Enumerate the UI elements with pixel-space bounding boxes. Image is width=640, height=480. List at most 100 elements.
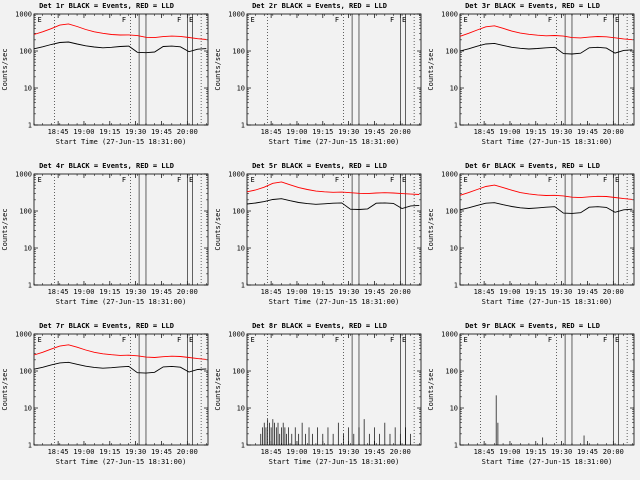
- svg-text:E: E: [37, 336, 41, 344]
- svg-text:18:45: 18:45: [474, 448, 495, 456]
- svg-text:1000: 1000: [228, 331, 245, 339]
- svg-text:1000: 1000: [228, 11, 245, 19]
- svg-text:20:00: 20:00: [390, 288, 411, 296]
- svg-text:1000: 1000: [441, 171, 458, 179]
- panel-det-9r: Det 9r BLACK = Events, RED = LLD 1 10 100 1…: [426, 320, 639, 480]
- panel-title-det-3r: Det 3r BLACK = Events, RED = LLD: [465, 2, 600, 10]
- svg-text:Counts/sec: Counts/sec: [427, 48, 435, 90]
- svg-text:1000: 1000: [15, 171, 32, 179]
- svg-text:F: F: [335, 16, 339, 24]
- svg-text:Start Time (27-Jun-15 18:31:00: Start Time (27-Jun-15 18:31:00): [56, 298, 187, 306]
- plot-det-8r: 1 10 100 1000 18:45 19:00 19:15 19:30 19:45 20:00…: [214, 331, 422, 466]
- svg-text:19:45: 19:45: [151, 288, 172, 296]
- svg-text:19:00: 19:00: [73, 128, 94, 136]
- svg-text:Start Time (27-Jun-15 18:31:00: Start Time (27-Jun-15 18:31:00): [269, 298, 400, 306]
- svg-text:Start Time (27-Jun-15 18:31:00: Start Time (27-Jun-15 18:31:00): [482, 138, 613, 146]
- svg-text:F: F: [122, 176, 126, 184]
- svg-text:19:15: 19:15: [312, 288, 333, 296]
- svg-text:19:15: 19:15: [525, 448, 546, 456]
- plot-det-4r: 1 10 100 1000 18:45 19:00 19:15 19:30 19:45 20:00…: [1, 171, 209, 306]
- svg-text:19:45: 19:45: [151, 448, 172, 456]
- svg-text:1: 1: [241, 442, 245, 450]
- svg-text:Start Time (27-Jun-15 18:31:00: Start Time (27-Jun-15 18:31:00): [269, 458, 400, 466]
- svg-text:F: F: [603, 336, 607, 344]
- svg-text:E: E: [189, 336, 193, 344]
- svg-text:20:00: 20:00: [177, 288, 198, 296]
- plot-det-6r: 1 10 100 1000 18:45 19:00 19:15 19:30 19:45 20:00…: [427, 171, 635, 306]
- svg-text:1000: 1000: [15, 11, 32, 19]
- svg-text:20:00: 20:00: [603, 128, 624, 136]
- svg-text:Start Time (27-Jun-15 18:31:00: Start Time (27-Jun-15 18:31:00): [56, 138, 187, 146]
- svg-text:10: 10: [237, 245, 245, 253]
- svg-text:19:45: 19:45: [364, 448, 385, 456]
- svg-text:1: 1: [241, 282, 245, 290]
- svg-text:10: 10: [237, 85, 245, 93]
- svg-text:19:00: 19:00: [73, 288, 94, 296]
- panel-det-8r: Det 8r BLACK = Events, RED = LLD 1 10 100 1…: [213, 320, 426, 480]
- svg-text:F: F: [548, 176, 552, 184]
- svg-text:19:30: 19:30: [338, 128, 359, 136]
- svg-text:19:00: 19:00: [499, 128, 520, 136]
- svg-text:100: 100: [232, 368, 245, 376]
- svg-text:100: 100: [232, 48, 245, 56]
- svg-text:10: 10: [450, 85, 458, 93]
- svg-text:18:45: 18:45: [261, 288, 282, 296]
- svg-text:E: E: [463, 176, 467, 184]
- svg-text:E: E: [402, 176, 406, 184]
- svg-text:F: F: [390, 16, 394, 24]
- svg-text:Start Time (27-Jun-15 18:31:00: Start Time (27-Jun-15 18:31:00): [269, 138, 400, 146]
- svg-text:E: E: [189, 16, 193, 24]
- svg-text:19:45: 19:45: [577, 448, 598, 456]
- panel-title-det-1r: Det 1r BLACK = Events, RED = LLD: [39, 2, 174, 10]
- svg-text:19:15: 19:15: [99, 448, 120, 456]
- panel-det-2r: Det 2r BLACK = Events, RED = LLD 1 10 100 1…: [213, 0, 426, 160]
- svg-text:10: 10: [450, 245, 458, 253]
- svg-text:E: E: [402, 336, 406, 344]
- svg-text:19:00: 19:00: [499, 448, 520, 456]
- svg-text:100: 100: [445, 48, 458, 56]
- svg-text:Counts/sec: Counts/sec: [1, 208, 9, 250]
- svg-text:F: F: [390, 176, 394, 184]
- svg-text:20:00: 20:00: [177, 128, 198, 136]
- svg-text:10: 10: [237, 405, 245, 413]
- svg-text:19:00: 19:00: [286, 288, 307, 296]
- svg-text:E: E: [463, 16, 467, 24]
- svg-text:F: F: [548, 16, 552, 24]
- svg-text:1000: 1000: [228, 171, 245, 179]
- svg-text:Start Time (27-Jun-15 18:31:00: Start Time (27-Jun-15 18:31:00): [482, 458, 613, 466]
- svg-text:20:00: 20:00: [177, 448, 198, 456]
- svg-text:F: F: [177, 16, 181, 24]
- svg-text:19:30: 19:30: [125, 288, 146, 296]
- svg-text:20:00: 20:00: [603, 288, 624, 296]
- svg-text:19:30: 19:30: [125, 128, 146, 136]
- svg-text:19:45: 19:45: [364, 288, 385, 296]
- svg-text:E: E: [463, 336, 467, 344]
- svg-text:E: E: [615, 16, 619, 24]
- panel-title-det-7r: Det 7r BLACK = Events, RED = LLD: [39, 322, 174, 330]
- svg-text:Counts/sec: Counts/sec: [214, 48, 222, 90]
- svg-text:1: 1: [454, 282, 458, 290]
- svg-text:19:00: 19:00: [73, 448, 94, 456]
- svg-text:100: 100: [19, 48, 32, 56]
- svg-text:19:15: 19:15: [312, 128, 333, 136]
- svg-text:1: 1: [454, 442, 458, 450]
- svg-text:19:00: 19:00: [286, 128, 307, 136]
- panel-det-3r: Det 3r BLACK = Events, RED = LLD 1 10 100 1…: [426, 0, 639, 160]
- svg-text:18:45: 18:45: [48, 448, 69, 456]
- panel-det-5r: Det 5r BLACK = Events, RED = LLD 1 10 100 1…: [213, 160, 426, 320]
- svg-text:1: 1: [241, 122, 245, 130]
- svg-text:E: E: [189, 176, 193, 184]
- svg-text:E: E: [250, 16, 254, 24]
- svg-text:18:45: 18:45: [474, 128, 495, 136]
- svg-text:F: F: [603, 16, 607, 24]
- plot-det-7r: 1 10 100 1000 18:45 19:00 19:15 19:30 19:45 20:00…: [1, 331, 209, 466]
- svg-text:E: E: [37, 16, 41, 24]
- svg-text:19:30: 19:30: [338, 288, 359, 296]
- svg-text:F: F: [603, 176, 607, 184]
- panel-title-det-5r: Det 5r BLACK = Events, RED = LLD: [252, 162, 387, 170]
- svg-text:E: E: [37, 176, 41, 184]
- svg-text:19:45: 19:45: [364, 128, 385, 136]
- svg-text:20:00: 20:00: [390, 448, 411, 456]
- panel-title-det-2r: Det 2r BLACK = Events, RED = LLD: [252, 2, 387, 10]
